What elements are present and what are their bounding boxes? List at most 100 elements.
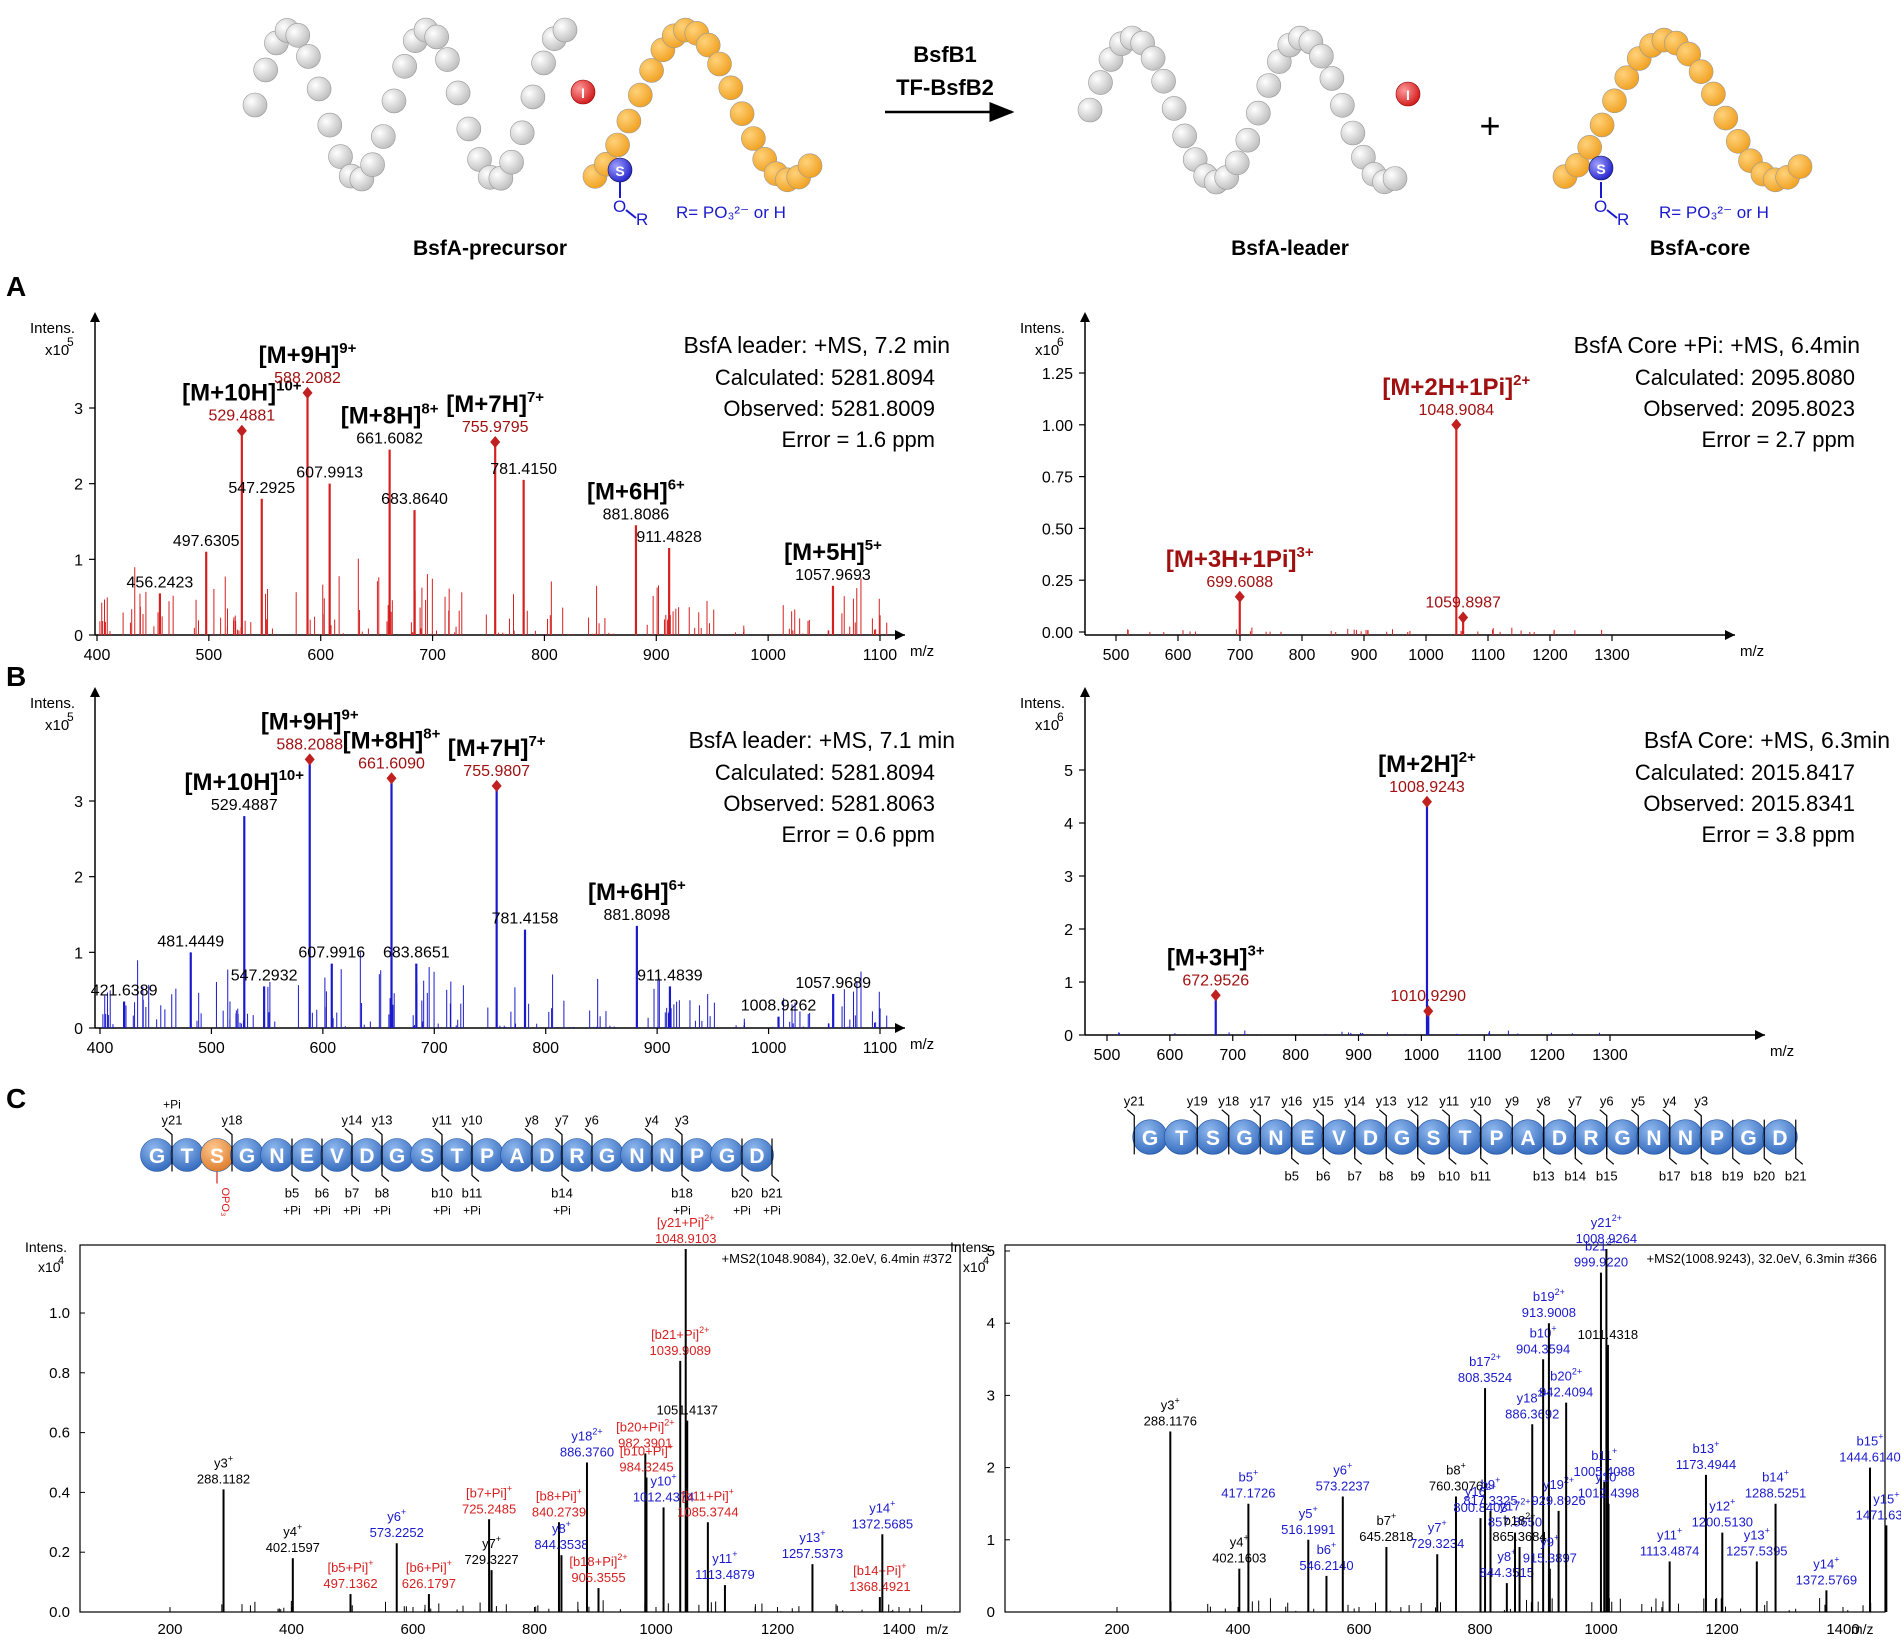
- precursor-orange-bead: [718, 75, 744, 101]
- y-tick-label: 3: [74, 794, 83, 811]
- peak-marker: [302, 386, 313, 399]
- fragment-ion-label: [b10+Pi]+: [620, 1441, 673, 1458]
- x-tick-label: 600: [307, 647, 334, 664]
- core-orange-bead: [1713, 105, 1739, 131]
- y-axis-arrow: [1080, 687, 1090, 697]
- fragment-ion-label: y3+: [1161, 1396, 1180, 1413]
- y-axis-scale: x10: [38, 1259, 61, 1275]
- plot-frame: [79, 1244, 961, 1613]
- fragment-ion-label: y4+: [283, 1522, 302, 1539]
- fragment-ion-label: b202+: [1550, 1367, 1582, 1384]
- y-ion-label: y10: [1470, 1094, 1491, 1109]
- x-tick-label: 1100: [1467, 1047, 1502, 1064]
- b-ion-label: b6: [1316, 1168, 1330, 1183]
- peak-marker: [236, 424, 247, 437]
- y-axis-scale: x10: [45, 342, 69, 359]
- precursor-o: O: [613, 197, 626, 216]
- peak-label: 1113.4879: [695, 1567, 755, 1582]
- y-ion-label: y12: [1407, 1094, 1428, 1109]
- b-ion-label: b9: [1411, 1168, 1425, 1183]
- x-tick-label: 600: [1165, 647, 1192, 664]
- residue-letter: T: [181, 1145, 194, 1168]
- b-cleavage-mark: [1291, 1119, 1300, 1165]
- y-tick-label: 1: [987, 1532, 995, 1549]
- ion-annotation: [M+6H]6+: [587, 476, 685, 505]
- core-r-bond: [1606, 209, 1618, 219]
- peak-label: 1005.4088: [1574, 1464, 1635, 1479]
- x-tick-label: 1300: [1592, 1047, 1628, 1064]
- residue-letter: R: [569, 1145, 584, 1168]
- peak-label: 915.3897: [1523, 1551, 1577, 1566]
- b-cleavage-mark: [381, 1138, 390, 1182]
- residue-letter: N: [1646, 1127, 1661, 1150]
- core-ser-letter: S: [1596, 161, 1605, 177]
- peak-label: 929.8926: [1531, 1493, 1585, 1508]
- fragment-ion-label: [b11+Pi]+: [682, 1486, 734, 1503]
- peak-label: 729.3234: [1410, 1536, 1464, 1551]
- y-axis-arrow: [90, 687, 100, 697]
- y-ion-label: y5: [1631, 1094, 1645, 1109]
- fragment-ion-charge: +: [496, 1534, 501, 1544]
- ion-annotation: [M+2H]2+: [1378, 749, 1476, 778]
- residue-letter: V: [330, 1145, 344, 1168]
- ion-annotation: [M+8H]8+: [343, 725, 441, 754]
- y-tick-label: 2: [74, 870, 83, 887]
- fragment-ion-label: y13+: [1744, 1525, 1770, 1542]
- y-ion-label: y21: [162, 1113, 183, 1128]
- y-tick-label: 3: [1064, 869, 1073, 886]
- peak-marker: [490, 436, 501, 449]
- x-tick-label: 500: [1103, 647, 1130, 664]
- peak-label: 1057.9689: [795, 975, 871, 992]
- fragment-ion-label: y5+: [1299, 1504, 1318, 1521]
- peak-marker: [1234, 590, 1245, 603]
- y-axis-scale: x10: [1035, 717, 1059, 734]
- plot-frame: [1004, 1244, 1886, 1613]
- b-cleavage-mark: [471, 1138, 480, 1182]
- y-ion-label: y18: [222, 1113, 243, 1128]
- leader-grey-bead: [1224, 150, 1250, 176]
- fragment-ion-charge: +: [566, 1519, 571, 1529]
- peak-label: 982.3901: [618, 1436, 672, 1451]
- y-tick-label: 0.50: [1042, 521, 1073, 538]
- residue-letter: S: [210, 1145, 224, 1168]
- peak-label: 911.4828: [636, 529, 702, 546]
- x-tick-label: 400: [279, 1621, 304, 1638]
- peak-label: 942.4094: [1539, 1385, 1593, 1400]
- fragment-ion-charge: +: [297, 1522, 302, 1532]
- fragment-ion-label: b7+: [1377, 1511, 1397, 1528]
- ion-annotation: [M+7H]7+: [446, 389, 544, 418]
- fragment-ion-charge: 2+: [1520, 1497, 1530, 1507]
- precursor-ile-letter: I: [581, 85, 585, 101]
- leader-grey-bead: [1382, 166, 1408, 191]
- x-tick-label: 1000: [1404, 1047, 1440, 1064]
- residue-letter: A: [1520, 1127, 1535, 1150]
- y-cleavage-mark: [524, 1128, 533, 1172]
- spectrum-info-line: Calculated: 5281.8094: [715, 365, 935, 390]
- x-tick-label: 400: [87, 1040, 114, 1057]
- y-tick-label: 0.6: [49, 1425, 70, 1442]
- peak-label: 402.1597: [266, 1540, 320, 1555]
- fragment-ion-label: [b7+Pi]+: [466, 1483, 512, 1500]
- fragment-ion-label: b13+: [1692, 1439, 1719, 1456]
- peak-label: 800.8403: [1453, 1500, 1507, 1515]
- leader-grey-bead: [1256, 73, 1282, 98]
- fragment-ion-label: [y21+Pi]2+: [657, 1213, 715, 1230]
- b-cleavage-mark: [351, 1138, 360, 1182]
- y-axis-exponent: 4: [983, 1255, 989, 1267]
- phospho-label: OPO₃: [219, 1188, 231, 1217]
- peak-label: 844.3515: [1480, 1565, 1534, 1580]
- y-tick-label: 0.8: [49, 1365, 70, 1382]
- residue-letter: E: [1300, 1127, 1314, 1150]
- y-cleavage-mark: [1630, 1109, 1639, 1155]
- core-orange-bead: [1701, 81, 1726, 107]
- fragment-ion-label: [b6+Pi]+: [406, 1558, 452, 1575]
- y-tick-label: 1: [1064, 975, 1073, 992]
- precursor-grey-bead: [306, 76, 332, 102]
- core-label: BsfA-core: [1650, 237, 1750, 260]
- precursor-grey-bead: [456, 116, 482, 142]
- peak-label: 1048.9103: [655, 1231, 716, 1246]
- b-ion-label: b8: [375, 1186, 389, 1201]
- y-axis-exponent: 5: [67, 710, 74, 724]
- peak-marker: [1210, 989, 1221, 1002]
- fragment-ion-label: [b8+Pi]+: [536, 1486, 582, 1503]
